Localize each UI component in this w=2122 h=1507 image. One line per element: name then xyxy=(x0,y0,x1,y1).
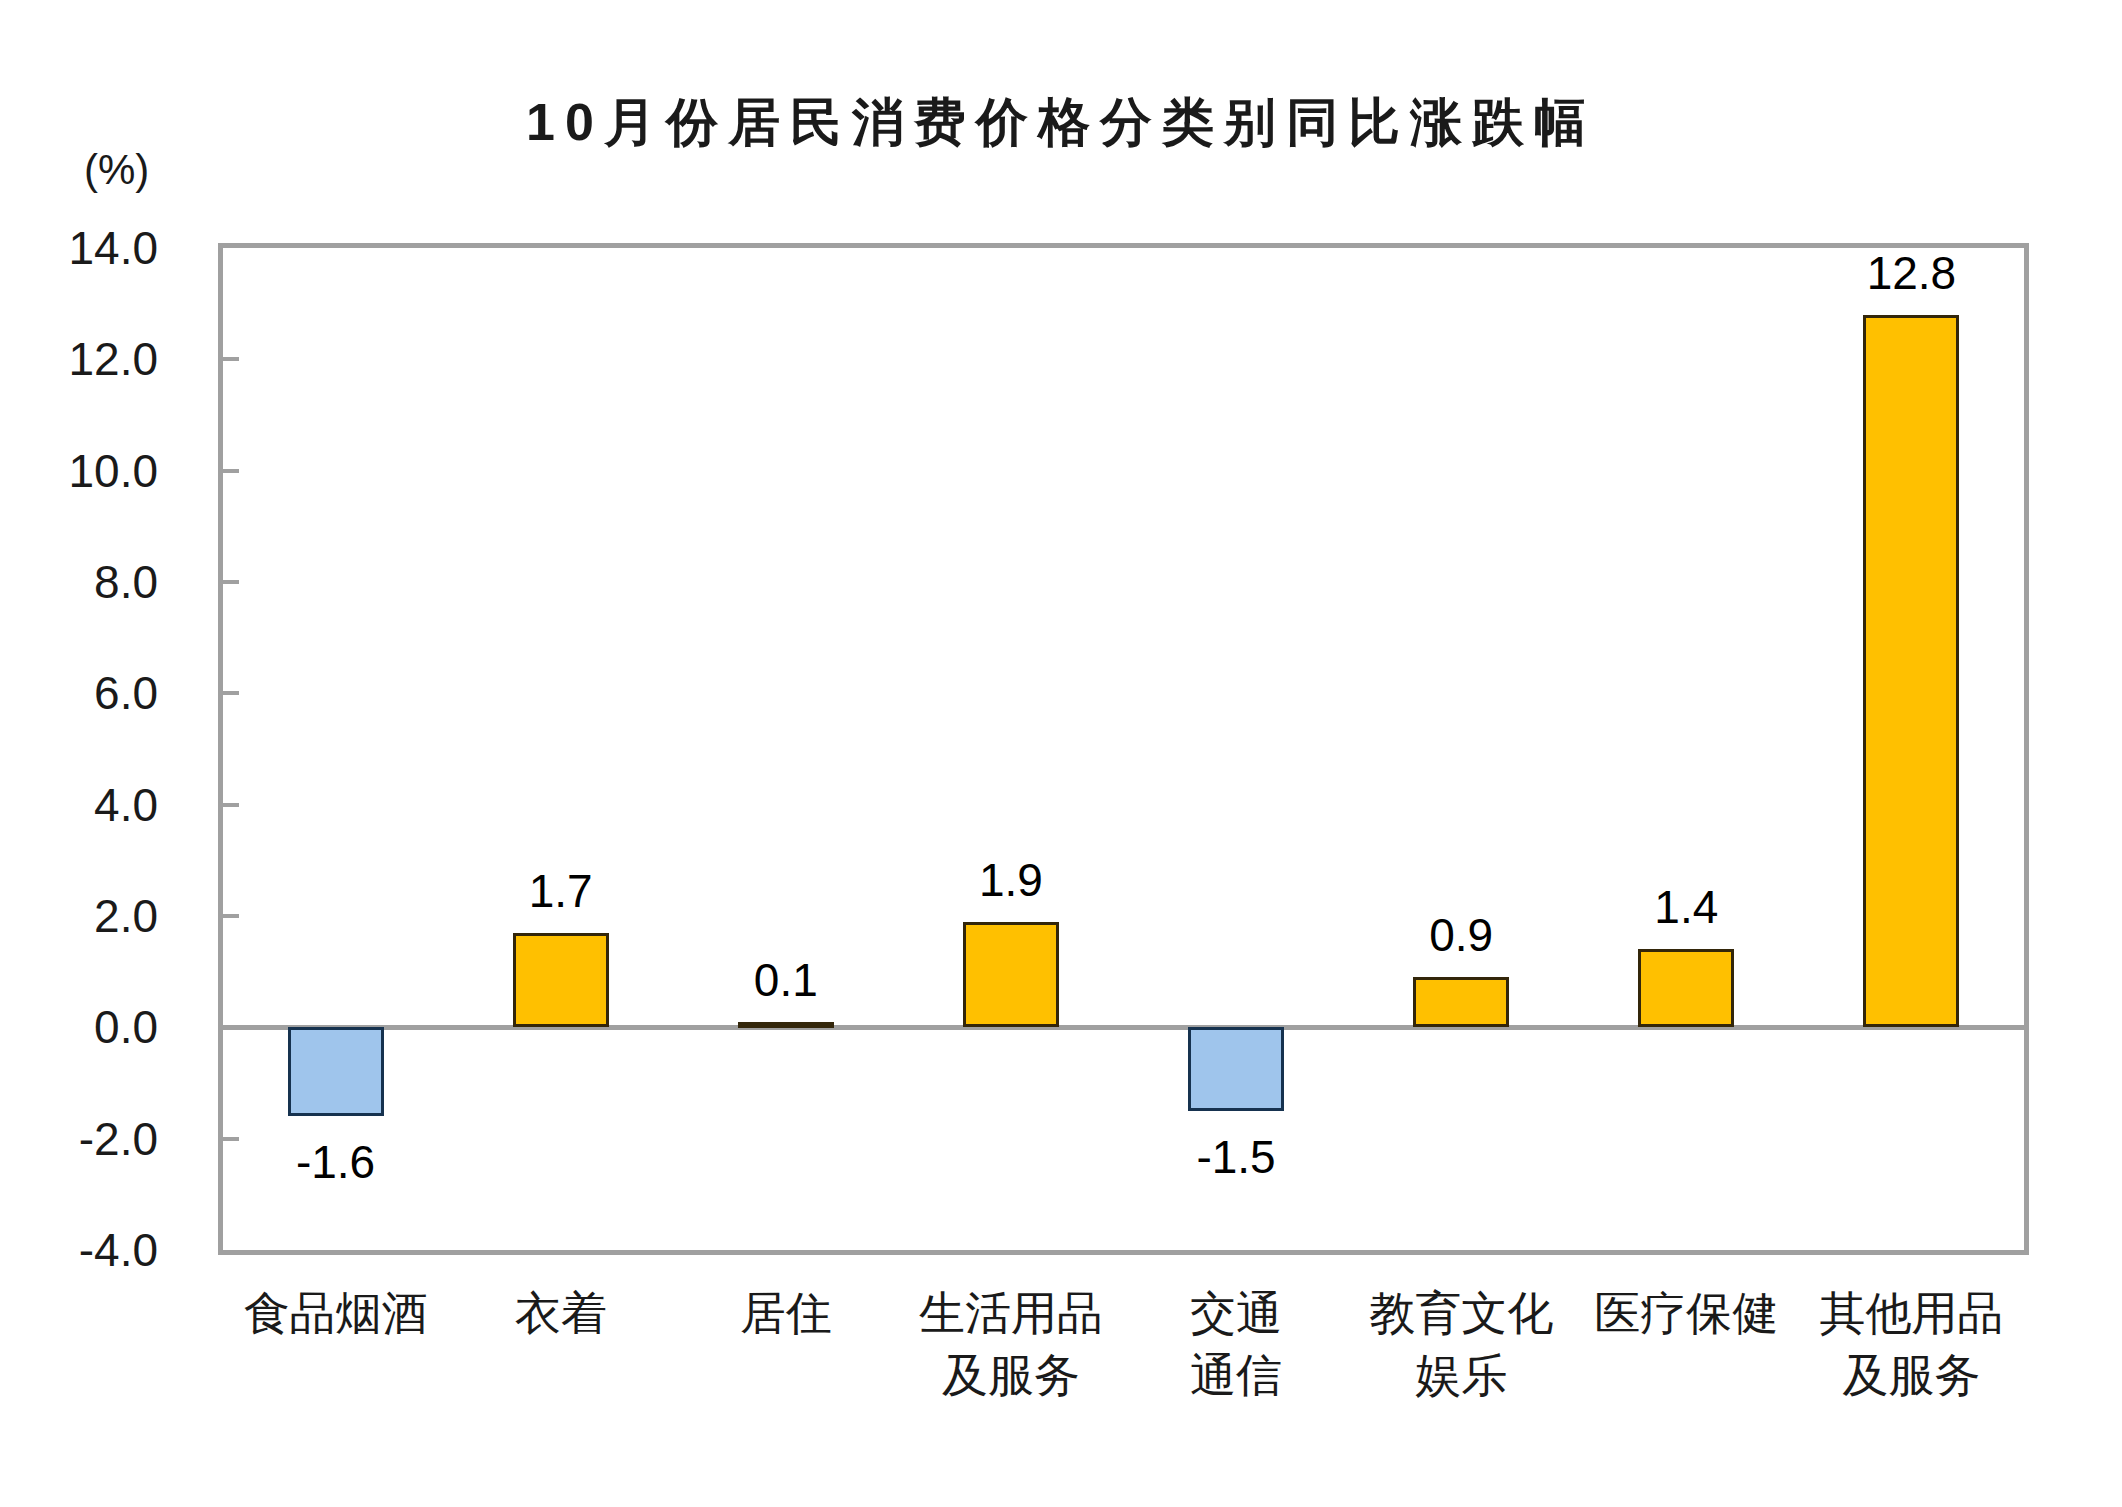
y-tick-mark xyxy=(223,580,239,584)
y-tick-mark xyxy=(223,691,239,695)
bar-value-label: 0.9 xyxy=(1351,907,1571,963)
bar-6 xyxy=(1638,949,1734,1027)
bar-1 xyxy=(513,933,609,1028)
chart-title: 10月份居民消费价格分类别同比涨跌幅 xyxy=(0,88,2122,158)
bar-value-label: -1.5 xyxy=(1126,1129,1346,1185)
y-tick-label: -4.0 xyxy=(0,1222,158,1278)
x-axis-label-line: 及服务 xyxy=(1761,1344,2061,1406)
bar-0 xyxy=(288,1027,384,1116)
y-tick-label: 14.0 xyxy=(0,220,158,276)
y-tick-label: 6.0 xyxy=(0,665,158,721)
y-tick-label: -2.0 xyxy=(0,1111,158,1167)
chart-root: 10月份居民消费价格分类别同比涨跌幅 (%) -1.6 1.70.11.9 -1.5… xyxy=(0,0,2122,1507)
bar-value-label: 1.7 xyxy=(451,863,671,919)
bar-3 xyxy=(963,922,1059,1028)
y-axis-unit-label: (%) xyxy=(84,146,149,194)
y-tick-label: 8.0 xyxy=(0,554,158,610)
y-tick-label: 10.0 xyxy=(0,443,158,499)
x-axis-label-line: 其他用品 xyxy=(1761,1282,2061,1344)
bar-value-label: 0.1 xyxy=(676,952,896,1008)
y-tick-label: 12.0 xyxy=(0,331,158,387)
zero-line xyxy=(223,1025,2024,1030)
x-axis-label-line: 娱乐 xyxy=(1311,1344,1611,1406)
x-axis-label: 其他用品及服务 xyxy=(1761,1282,2061,1406)
plot-area: -1.6 1.70.11.9 -1.5 0.91.4 12.8 xyxy=(218,243,2029,1255)
bar-4 xyxy=(1188,1027,1284,1111)
y-tick-mark xyxy=(223,803,239,807)
y-tick-mark xyxy=(223,357,239,361)
bar-2 xyxy=(738,1022,834,1028)
bar-5 xyxy=(1413,977,1509,1027)
bar-value-label: 1.4 xyxy=(1576,879,1796,935)
bar-value-label: -1.6 xyxy=(226,1134,446,1190)
bar-7 xyxy=(1863,315,1959,1028)
y-tick-label: 0.0 xyxy=(0,999,158,1055)
y-tick-label: 2.0 xyxy=(0,888,158,944)
y-tick-label: 4.0 xyxy=(0,777,158,833)
y-tick-mark xyxy=(223,914,239,918)
bar-value-label: 12.8 xyxy=(1801,245,2021,301)
y-tick-mark xyxy=(223,469,239,473)
bar-value-label: 1.9 xyxy=(901,852,1121,908)
